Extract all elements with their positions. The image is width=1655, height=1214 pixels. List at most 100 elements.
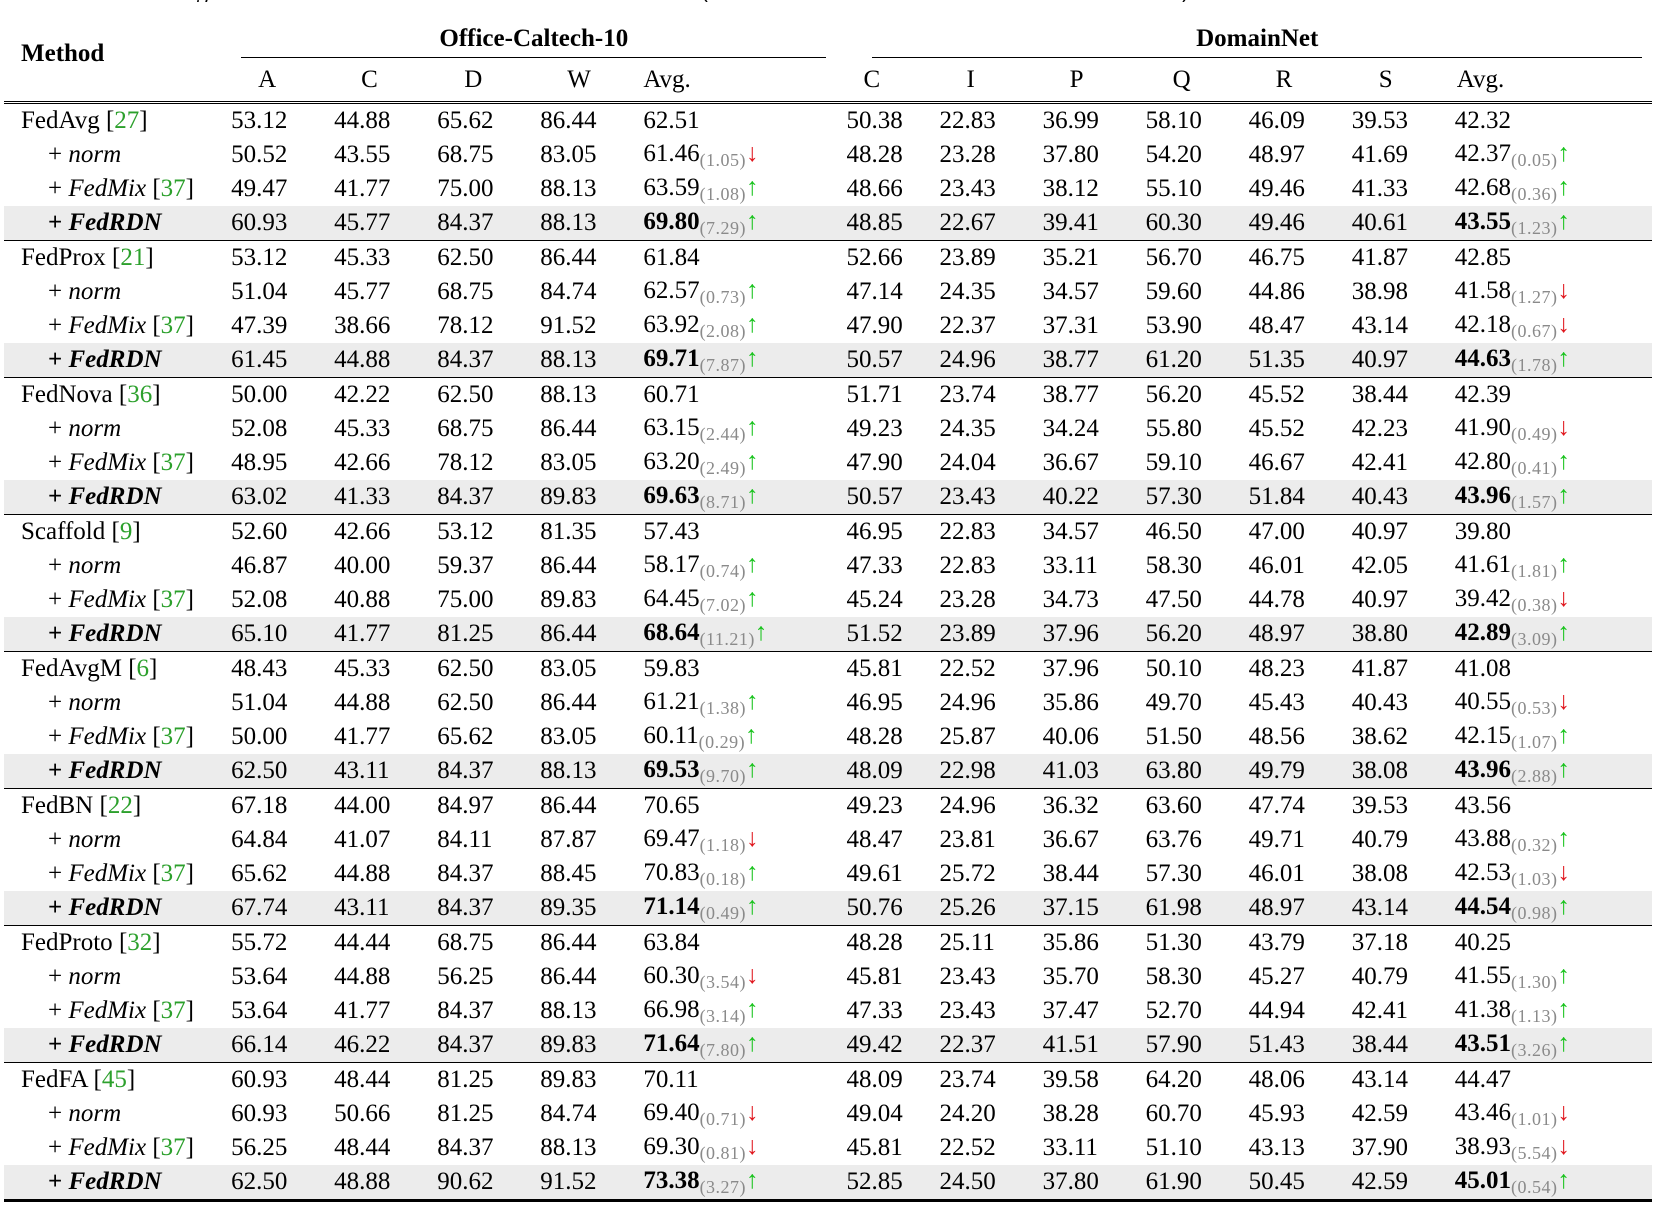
oc-avg-value: 69.63 xyxy=(643,481,700,509)
delta-value: (0.18) xyxy=(699,868,747,889)
domainnet-value: 47.14 xyxy=(846,278,903,305)
domainnet-value: 24.96 xyxy=(939,689,996,716)
office-caltech-value: 88.13 xyxy=(540,206,644,241)
oc-avg-value: 63.84 xyxy=(643,929,700,956)
domainnet-value: 48.97 xyxy=(1248,617,1352,652)
office-caltech-value: 84.37 xyxy=(437,891,541,926)
citation-link[interactable]: 37 xyxy=(160,586,186,613)
oc-avg-cell: 71.14(0.49)↑ xyxy=(643,891,837,926)
arrow-up-icon: ↑ xyxy=(1557,344,1571,372)
dn-avg-value: 44.47 xyxy=(1454,1066,1512,1093)
office-caltech-value: 83.05 xyxy=(540,141,597,168)
dn-avg-cell: 42.39 xyxy=(1454,377,1652,412)
citation-link[interactable]: 27 xyxy=(114,107,140,134)
domainnet-value: 46.50 xyxy=(1145,514,1249,549)
domainnet-value: 23.74 xyxy=(939,1062,1043,1097)
office-caltech-value: 45.33 xyxy=(334,415,391,442)
oc-avg-value: 64.45 xyxy=(643,584,700,612)
domainnet-value: 40.43 xyxy=(1351,480,1455,515)
dn-avg-value: 42.37 xyxy=(1454,139,1512,167)
domainnet-value: 36.99 xyxy=(1042,101,1146,138)
citation-link[interactable]: 37 xyxy=(160,175,186,202)
group2-col-s: S xyxy=(1378,65,1393,93)
delta-value: (2.88) xyxy=(1511,765,1558,786)
method-name-cell: + FedRDN xyxy=(4,891,232,926)
citation-link[interactable]: 22 xyxy=(107,792,133,819)
arrow-up-icon: ↑ xyxy=(746,481,759,509)
arrow-up-icon: ↑ xyxy=(1557,481,1571,509)
table-row: Scaffold [9] 52.60 42.66 53.12 81.35 57.43 46.… xyxy=(4,514,1652,549)
delta-value: (0.36) xyxy=(1511,183,1558,204)
office-caltech-value: 56.25 xyxy=(437,963,494,990)
oc-avg-cell: 70.83(0.18)↑ xyxy=(643,857,836,891)
delta-value: (0.54) xyxy=(1511,1176,1558,1197)
arrow-up-icon: ↑ xyxy=(1557,173,1571,201)
method-variant-name: + FedRDN xyxy=(48,894,162,921)
arrow-up-icon: ↑ xyxy=(1557,824,1571,852)
domainnet-value: 48.28 xyxy=(846,723,903,750)
citation-link[interactable]: 9 xyxy=(119,518,133,545)
domainnet-value: 37.96 xyxy=(1042,651,1146,686)
office-caltech-value: 75.00 xyxy=(437,586,494,613)
domainnet-value: 46.75 xyxy=(1248,240,1352,275)
domainnet-value: 46.95 xyxy=(836,514,940,549)
domainnet-value: 49.46 xyxy=(1248,206,1352,241)
citation-link[interactable]: 37 xyxy=(160,723,186,750)
method-name-cell: FedNova [36] xyxy=(4,377,232,412)
dn-avg-value: 40.55 xyxy=(1454,687,1512,715)
table-row: + norm 60.93 50.66 81.25 84.74 69.40(0.71)↓ 49… xyxy=(4,1097,1652,1131)
office-caltech-value: 50.66 xyxy=(334,1100,391,1127)
domainnet-value: 45.24 xyxy=(846,586,903,613)
citation-link[interactable]: 37 xyxy=(160,312,186,339)
dn-avg-cell: 42.53(1.03)↓ xyxy=(1455,857,1652,891)
domainnet-value: 44.94 xyxy=(1248,997,1305,1024)
citation-link[interactable]: 6 xyxy=(136,655,150,682)
office-caltech-value: 52.08 xyxy=(231,586,288,613)
group2-col-r: R xyxy=(1275,65,1293,93)
office-caltech-value: 48.43 xyxy=(231,651,335,686)
table-row: + FedRDN 66.14 46.22 84.37 89.83 71.64(7.80)↑… xyxy=(4,1028,1652,1063)
office-caltech-value: 88.13 xyxy=(540,377,644,412)
domainnet-value: 24.96 xyxy=(939,788,1043,823)
citation-link[interactable]: 37 xyxy=(160,860,186,887)
group2-col-c: C xyxy=(863,65,881,93)
header-row-groups: Method Office-Caltech-10 DomainNet xyxy=(4,6,1652,67)
table-row: + FedMix [37] 56.25 48.44 84.37 88.13 69.30(0… xyxy=(4,1131,1652,1165)
domainnet-value: 23.43 xyxy=(939,480,1043,515)
domainnet-value: 23.43 xyxy=(939,997,996,1024)
dn-avg-value: 42.32 xyxy=(1454,107,1512,134)
arrow-up-icon: ↑ xyxy=(746,755,759,783)
method-name-cell: + norm xyxy=(4,138,231,172)
domainnet-value: 43.14 xyxy=(1351,312,1408,339)
domainnet-value: 46.01 xyxy=(1248,552,1305,579)
method-name: FedProx xyxy=(21,244,106,271)
dn-avg-value: 42.89 xyxy=(1454,618,1512,646)
domainnet-value: 47.50 xyxy=(1145,586,1202,613)
office-caltech-value: 41.77 xyxy=(334,175,391,202)
citation-link[interactable]: 37 xyxy=(160,449,186,476)
table-row: + norm 52.08 45.33 68.75 86.44 63.15(2.44)↑ 49… xyxy=(4,412,1652,446)
arrow-up-icon: ↑ xyxy=(746,344,759,372)
citation-link[interactable]: 21 xyxy=(120,244,146,271)
group1-col-c: C xyxy=(361,65,378,93)
domainnet-value: 57.30 xyxy=(1145,480,1249,515)
domainnet-value: 33.11 xyxy=(1042,552,1098,579)
method-variant-name: + FedMix xyxy=(48,1134,147,1161)
citation-link[interactable]: 32 xyxy=(127,929,153,956)
citation-link[interactable]: 37 xyxy=(160,1134,186,1161)
dn-avg-value: 41.90 xyxy=(1454,413,1512,441)
domainnet-value: 23.74 xyxy=(939,377,1043,412)
citation-link[interactable]: 37 xyxy=(160,997,186,1024)
citation-link[interactable]: 45 xyxy=(101,1066,127,1093)
method-name: FedAvg xyxy=(21,107,100,134)
delta-value: (3.26) xyxy=(1511,1039,1558,1060)
citation-link[interactable]: 36 xyxy=(127,381,153,408)
method-name-cell: + norm xyxy=(4,823,231,857)
dn-avg-cell: 44.47 xyxy=(1454,1062,1652,1097)
domainnet-value: 47.33 xyxy=(846,552,903,579)
oc-avg-cell: 63.15(2.44)↑ xyxy=(643,412,836,446)
method-variant-name: + norm xyxy=(48,141,122,168)
dn-avg-value: 39.42 xyxy=(1454,584,1512,612)
arrow-down-icon: ↓ xyxy=(1557,858,1571,886)
dn-avg-value: 42.15 xyxy=(1454,721,1512,749)
